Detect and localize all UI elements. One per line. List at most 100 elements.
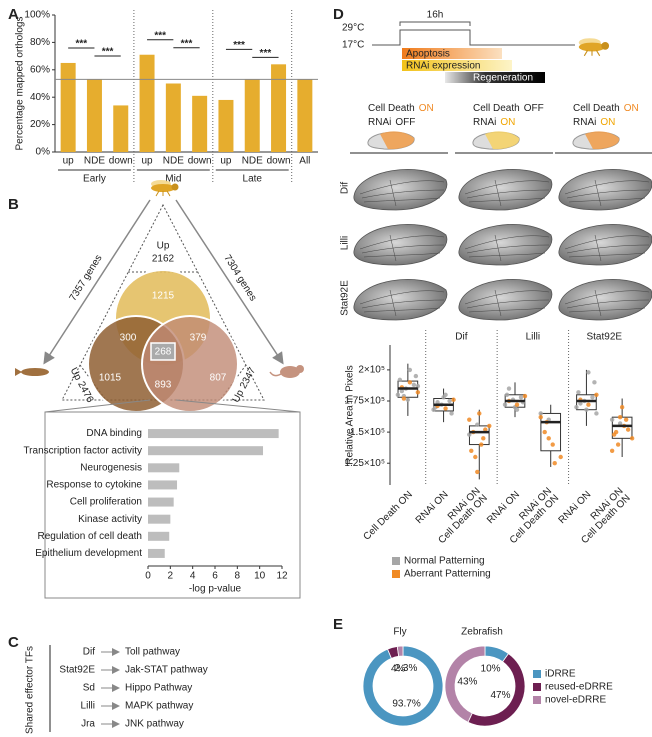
data-point	[479, 442, 484, 447]
fly-body	[578, 42, 606, 52]
group-label: Early	[83, 174, 106, 185]
y-tick-label: Neurogenesis	[80, 462, 142, 473]
data-point	[506, 386, 512, 391]
y-tick-label: 20%	[30, 119, 50, 130]
wing-veins	[359, 234, 445, 262]
fly-legs	[583, 50, 601, 57]
data-point	[609, 417, 615, 422]
condition-name: RNAi	[473, 117, 496, 128]
x-tick-label: 10	[254, 571, 266, 582]
y-tick-label: 80%	[30, 37, 50, 48]
y-tick-label: 1.5×10⁵	[350, 427, 385, 438]
x-tick-label: All	[299, 156, 310, 167]
venn-count: 268	[155, 347, 172, 358]
facet-label: Lilli	[526, 332, 540, 343]
legend-swatch	[392, 557, 400, 565]
fish-body	[21, 368, 49, 376]
panel-label: B	[8, 196, 19, 213]
data-point	[550, 442, 555, 447]
data-point	[477, 411, 482, 416]
row-label: Stat92E	[340, 280, 351, 316]
x-tick-label-group: RNAi ON	[414, 489, 451, 526]
bar	[113, 105, 129, 152]
x-tick-label-group: Cell Death ON	[361, 489, 414, 542]
significance-label: ***	[181, 38, 193, 49]
bar	[148, 446, 264, 456]
data-point	[518, 395, 524, 400]
data-point	[502, 402, 508, 407]
panel-label: E	[333, 616, 343, 633]
legend-label: reused-eDRRE	[545, 682, 613, 693]
bar	[148, 514, 171, 524]
duration-bracket	[399, 21, 471, 26]
edge-arrow	[43, 199, 151, 365]
x-tick-label: 2	[168, 571, 174, 582]
data-point	[586, 370, 591, 375]
wing-veins	[564, 289, 650, 317]
wing-veins	[564, 234, 650, 262]
data-point	[415, 390, 421, 395]
bar	[244, 79, 260, 152]
bar	[192, 95, 208, 152]
data-point	[623, 417, 629, 422]
data-point	[405, 397, 411, 402]
wing-image	[558, 224, 652, 266]
temperature-line	[372, 29, 575, 46]
condition-state: ON	[419, 103, 434, 114]
data-point	[625, 427, 631, 432]
y-axis-label: Relative Area in Pixels	[345, 365, 356, 465]
wing-schematic	[472, 131, 520, 150]
wing-veins	[464, 289, 550, 317]
pathway-name: MAPK pathway	[125, 701, 193, 712]
mouse-head	[296, 365, 304, 373]
data-point	[475, 422, 480, 427]
pathway-name: Toll pathway	[125, 647, 180, 658]
donut-slice	[396, 645, 404, 657]
x-tick-label: 0	[145, 571, 151, 582]
significance-label: ***	[154, 30, 166, 41]
data-point	[590, 395, 595, 400]
y-tick-label: 60%	[30, 64, 50, 75]
corner-label: Up	[68, 366, 84, 383]
pathway-name: Jak-STAT pathway	[125, 665, 208, 676]
data-point	[447, 398, 452, 404]
schematic-fill	[585, 131, 620, 150]
data-point	[629, 436, 635, 441]
data-point	[586, 402, 591, 407]
data-point	[473, 454, 478, 460]
data-point	[487, 423, 492, 429]
corner-count: 2162	[152, 254, 175, 265]
significance-label: ***	[233, 40, 245, 51]
donut-slice	[444, 645, 486, 723]
wing	[558, 224, 652, 266]
donut-slice	[362, 645, 444, 727]
data-point	[619, 405, 625, 410]
data-point	[443, 406, 448, 411]
wing	[558, 169, 652, 211]
wing-image	[558, 279, 652, 321]
group-label: Late	[243, 174, 263, 185]
bar	[148, 429, 279, 439]
tf-name: Stat92E	[59, 665, 95, 676]
temperature: 29°C	[342, 23, 364, 34]
timeline-label: Regeneration	[473, 73, 533, 84]
data-point	[397, 377, 403, 383]
wing	[558, 279, 652, 321]
venn-count: 807	[210, 373, 227, 384]
panel-label: A	[8, 6, 19, 23]
tf-name: Dif	[83, 647, 95, 658]
y-tick-label: 1.75×10⁵	[344, 396, 385, 407]
panel-label: D	[333, 6, 344, 23]
significance-label: ***	[102, 47, 114, 58]
wing	[353, 169, 448, 211]
condition-name: RNAi	[573, 117, 596, 128]
wing-veins	[359, 179, 445, 207]
wing-schematic	[572, 131, 620, 150]
value-label: 47%	[490, 690, 510, 701]
data-point	[411, 382, 417, 388]
fly-body	[151, 184, 175, 192]
y-tick-label: Epithelium development	[35, 548, 142, 559]
value-label: 2.3%	[395, 663, 418, 674]
y-tick-label: Response to cytokine	[46, 480, 142, 491]
legend-label: iDRRE	[545, 669, 576, 680]
